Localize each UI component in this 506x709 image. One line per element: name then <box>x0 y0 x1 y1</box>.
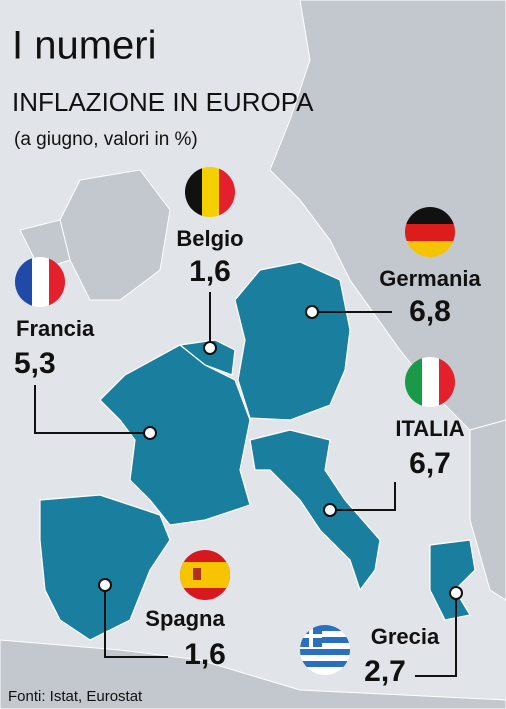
country-value: 1,6 <box>189 255 231 288</box>
highlighted-countries <box>39 261 476 641</box>
country-name: Germania <box>379 266 481 291</box>
country-value: 5,3 <box>14 347 56 380</box>
country-name: Spagna <box>145 606 225 631</box>
note: (a giugno, valori in %) <box>14 129 198 150</box>
leader-lines <box>34 292 463 677</box>
source: Fonti: Istat, Eurostat <box>8 688 143 705</box>
title: I numeri <box>12 24 157 68</box>
country-value: 6,8 <box>409 295 451 328</box>
country-value: 2,7 <box>364 655 406 688</box>
country-value: 1,6 <box>184 638 226 671</box>
country-name: Francia <box>16 316 95 341</box>
country-name: Grecia <box>371 624 440 649</box>
country-name: Belgio <box>176 226 243 251</box>
subtitle: INFLAZIONE IN EUROPA <box>12 87 314 117</box>
country-value: 6,7 <box>409 447 451 480</box>
flags <box>15 167 455 675</box>
country-name: ITALIA <box>395 416 464 441</box>
